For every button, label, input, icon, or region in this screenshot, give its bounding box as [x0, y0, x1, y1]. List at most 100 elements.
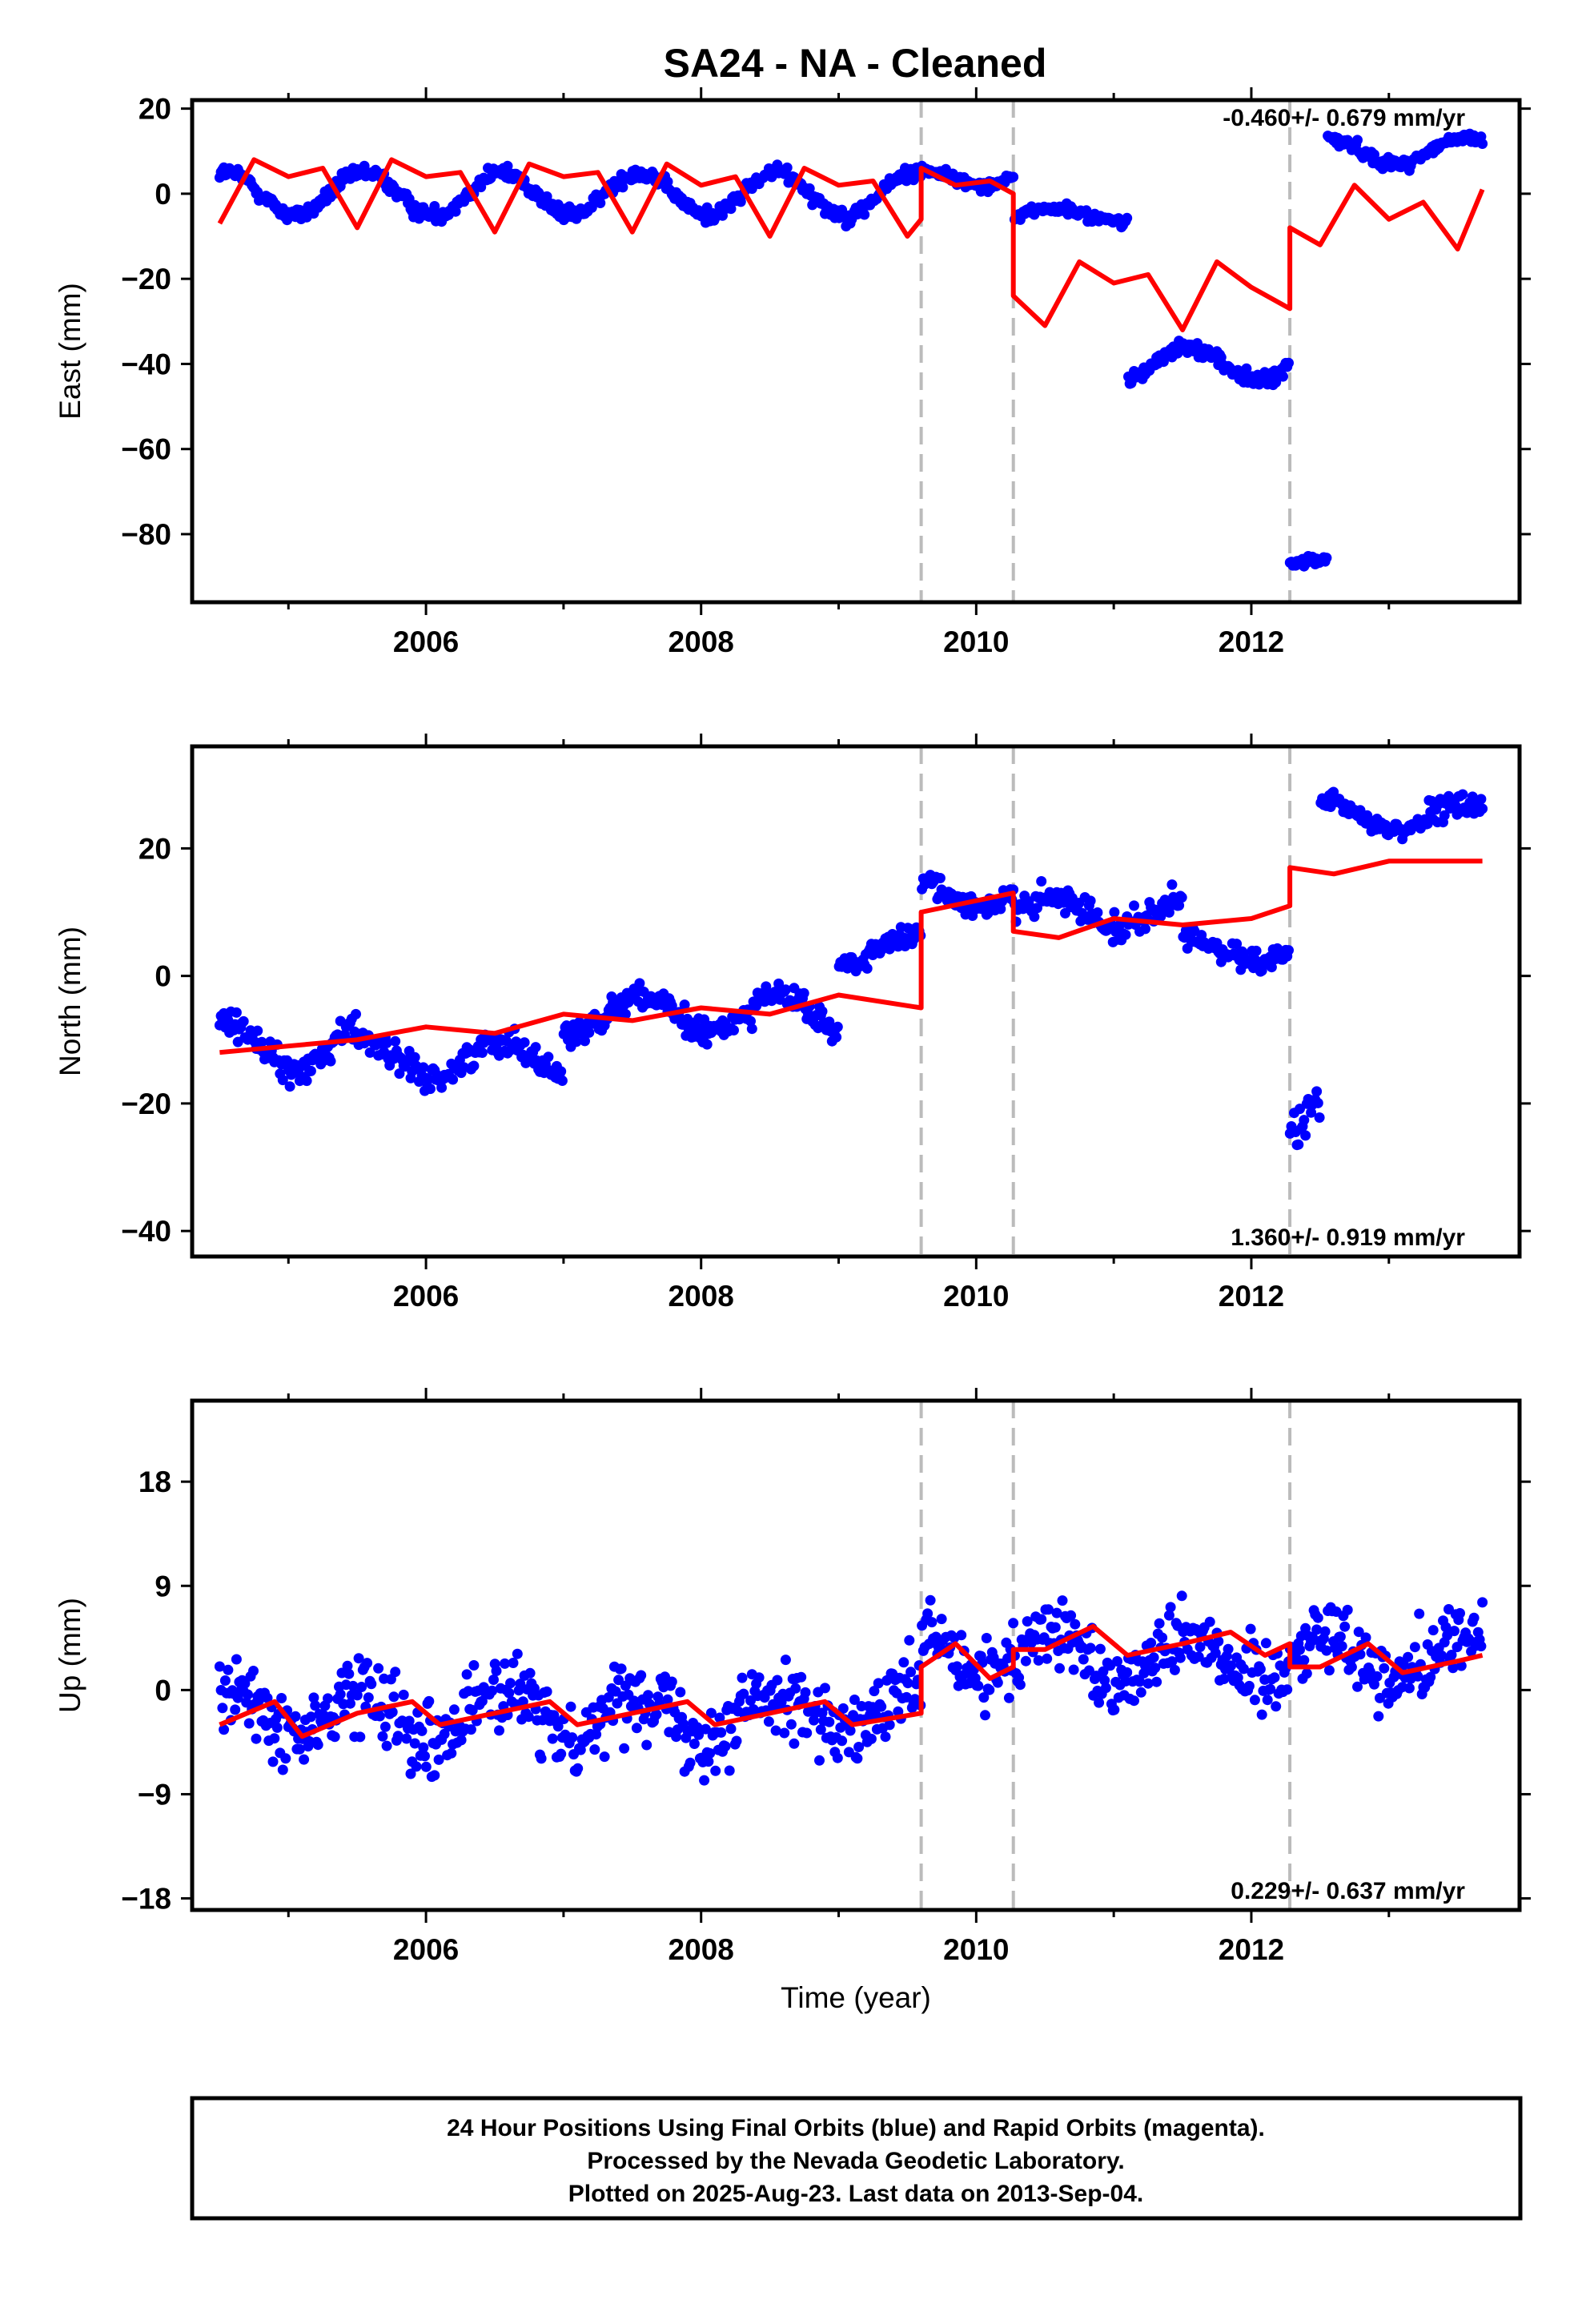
data-point	[1085, 1642, 1096, 1654]
data-point	[461, 1669, 472, 1680]
data-point	[925, 1594, 936, 1606]
data-point	[870, 1709, 881, 1720]
data-point	[710, 1765, 721, 1776]
observation-points	[214, 786, 1488, 1151]
data-point	[1109, 1704, 1120, 1715]
data-point	[1314, 1112, 1325, 1123]
data-point	[729, 1025, 739, 1035]
data-point	[468, 1660, 480, 1671]
data-point	[865, 1733, 877, 1744]
data-point	[1129, 1695, 1139, 1707]
data-point	[580, 1035, 590, 1047]
plot-frame	[190, 1398, 1522, 1912]
data-point	[824, 1716, 835, 1727]
data-point	[565, 1701, 576, 1712]
data-point	[381, 1037, 392, 1048]
data-point	[269, 1733, 280, 1744]
data-point	[1249, 1695, 1260, 1706]
data-point	[737, 1672, 748, 1683]
data-point	[780, 984, 791, 995]
data-point	[541, 1686, 552, 1697]
data-point	[277, 1764, 288, 1775]
x-tick-label: 2008	[669, 1280, 734, 1313]
east-panel: 2006 2008 2010 2012 20 0 −20 −40 −60 −80 East (mm)…	[54, 87, 1531, 658]
data-point	[1265, 1683, 1276, 1695]
data-point	[1425, 1671, 1436, 1683]
y-tick-label: 20	[139, 93, 171, 126]
data-point	[817, 1006, 828, 1017]
data-point	[689, 1739, 700, 1749]
data-point	[1151, 1676, 1162, 1687]
data-point	[809, 1715, 819, 1726]
data-point	[978, 1692, 990, 1703]
data-point	[217, 1703, 228, 1714]
data-point	[1352, 1681, 1363, 1692]
chart-title: SA24 - NA - Cleaned	[664, 41, 1047, 86]
data-point	[731, 1735, 742, 1747]
data-point	[366, 1679, 377, 1690]
data-point	[1014, 1679, 1026, 1691]
data-point	[420, 1751, 430, 1762]
data-point	[1342, 1604, 1353, 1615]
data-point	[476, 1695, 488, 1707]
data-point	[852, 1753, 863, 1764]
data-point	[353, 1653, 364, 1664]
data-point	[1174, 900, 1185, 911]
data-point	[1033, 1655, 1044, 1666]
data-point	[1311, 1086, 1323, 1097]
data-point	[446, 1747, 457, 1759]
data-point	[837, 1703, 849, 1714]
data-point	[1446, 1650, 1457, 1660]
data-point	[1409, 1642, 1420, 1653]
data-point	[420, 1761, 432, 1772]
data-point	[1403, 1683, 1415, 1694]
data-point	[425, 1084, 436, 1095]
x-tick-label: 2012	[1219, 1933, 1284, 1966]
data-point	[219, 1675, 231, 1686]
data-point	[312, 1739, 323, 1751]
data-point	[1068, 1664, 1079, 1675]
data-point	[1122, 212, 1133, 223]
data-point	[1398, 1659, 1409, 1671]
data-point	[504, 1687, 515, 1699]
data-point	[631, 1723, 642, 1734]
y-tick-label: −60	[121, 433, 171, 466]
data-point	[530, 1042, 541, 1053]
data-point	[641, 1739, 652, 1751]
data-point	[1447, 1663, 1459, 1674]
data-point	[256, 1036, 267, 1047]
data-point	[364, 1047, 375, 1058]
data-point	[374, 1711, 385, 1722]
data-point	[1355, 1649, 1366, 1660]
data-point	[679, 999, 690, 1011]
data-point	[779, 1727, 790, 1739]
data-point	[1255, 1663, 1266, 1675]
data-point	[238, 1015, 249, 1027]
data-point	[1335, 1631, 1346, 1642]
data-point	[616, 1663, 627, 1675]
up-panel: 2006 2008 2010 2012 18 9 0 −9 −18 Up (mm) Time (ye…	[54, 1388, 1531, 2014]
data-point	[1193, 1651, 1204, 1663]
data-point	[1352, 135, 1363, 146]
data-point	[643, 1690, 653, 1701]
data-point	[1311, 1624, 1323, 1635]
data-point	[666, 1676, 677, 1687]
data-point	[675, 1687, 686, 1698]
data-point	[556, 1076, 568, 1086]
data-point	[1109, 907, 1120, 918]
data-point	[1122, 1667, 1133, 1678]
data-point	[305, 1065, 316, 1076]
data-point	[837, 1735, 848, 1747]
data-point	[761, 981, 772, 992]
data-point	[1455, 1608, 1465, 1618]
data-point	[1085, 895, 1096, 907]
data-point	[662, 176, 673, 187]
data-point	[1150, 1663, 1161, 1674]
y-tick-label: −20	[121, 263, 171, 296]
data-point	[591, 1729, 602, 1740]
data-point	[1476, 794, 1487, 805]
data-point	[1140, 923, 1150, 935]
data-point	[936, 1614, 947, 1625]
data-point	[745, 1015, 756, 1027]
